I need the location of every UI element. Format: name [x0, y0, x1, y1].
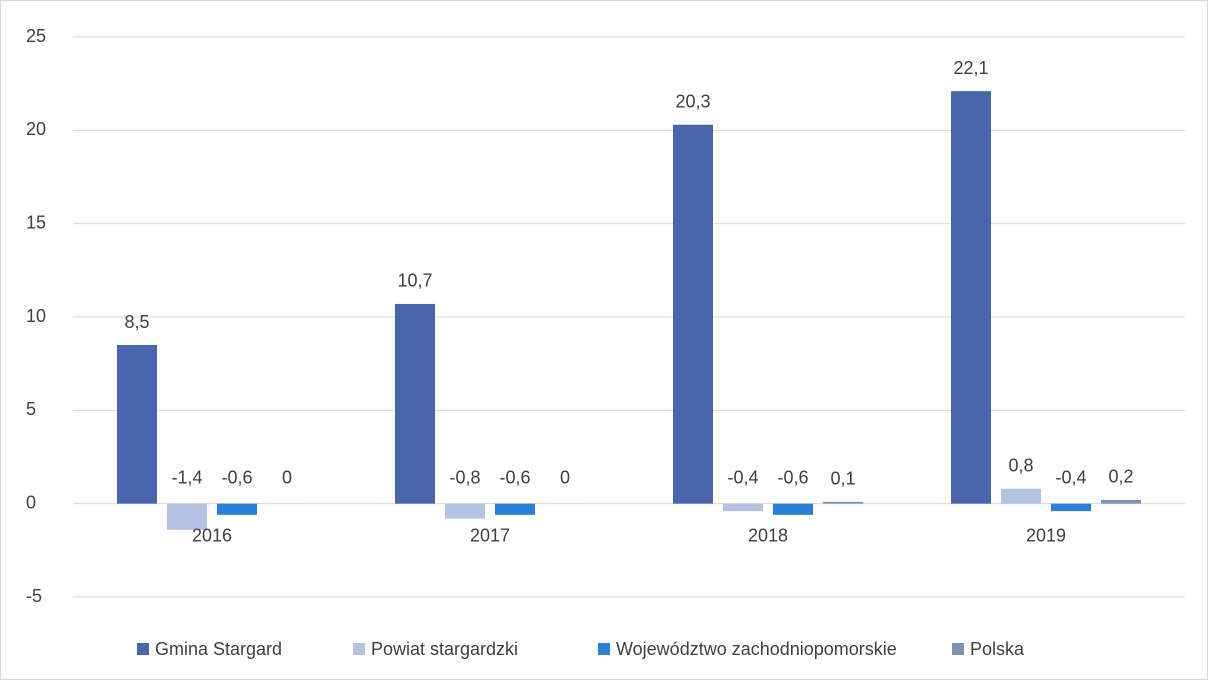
data-label: -0,4 [727, 467, 758, 487]
data-label: 8,5 [124, 312, 149, 332]
x-tick-label: 2016 [192, 525, 232, 545]
y-tick-label: 0 [26, 492, 36, 512]
legend-label: Województwo zachodniopomorskie [616, 639, 897, 659]
data-label: -0,6 [777, 467, 808, 487]
data-label: 0,8 [1008, 455, 1033, 475]
bar [823, 501, 863, 504]
y-tick-label: 20 [26, 119, 46, 139]
bar [117, 345, 157, 504]
y-tick-label: 5 [26, 399, 36, 419]
legend-swatch [952, 643, 964, 655]
bar [723, 503, 763, 512]
data-label: 0,2 [1108, 467, 1133, 487]
bar [217, 503, 257, 515]
bar [773, 503, 813, 515]
x-tick-label: 2019 [1026, 525, 1066, 545]
bar [1001, 488, 1041, 504]
data-label: 20,3 [675, 91, 710, 111]
y-tick-label: 10 [26, 306, 46, 326]
bar [395, 303, 435, 504]
y-tick-label: -5 [26, 586, 42, 606]
data-label: 10,7 [397, 271, 432, 291]
legend-swatch [598, 643, 610, 655]
bar [1051, 503, 1091, 512]
bar [951, 91, 991, 504]
data-label: -1,4 [171, 467, 202, 487]
y-tick-label: 15 [26, 212, 46, 232]
y-tick-label: 25 [26, 26, 46, 46]
legend-swatch [137, 643, 149, 655]
bar [445, 503, 485, 519]
bar [1101, 499, 1141, 504]
data-label: -0,4 [1055, 467, 1086, 487]
bar [495, 503, 535, 515]
bar [167, 503, 207, 530]
data-label: 22,1 [953, 58, 988, 78]
legend-label: Powiat stargardzki [371, 639, 518, 659]
bar [673, 124, 713, 504]
data-label: 0 [560, 467, 570, 487]
data-label: 0,1 [830, 469, 855, 489]
x-tick-label: 2018 [748, 525, 788, 545]
x-tick-label: 2017 [470, 525, 510, 545]
legend-label: Polska [970, 639, 1025, 659]
legend-swatch [353, 643, 365, 655]
data-label: -0,8 [449, 467, 480, 487]
legend-label: Gmina Stargard [155, 639, 282, 659]
data-label: -0,6 [221, 467, 252, 487]
data-label: 0 [282, 467, 292, 487]
data-label: -0,6 [499, 467, 530, 487]
